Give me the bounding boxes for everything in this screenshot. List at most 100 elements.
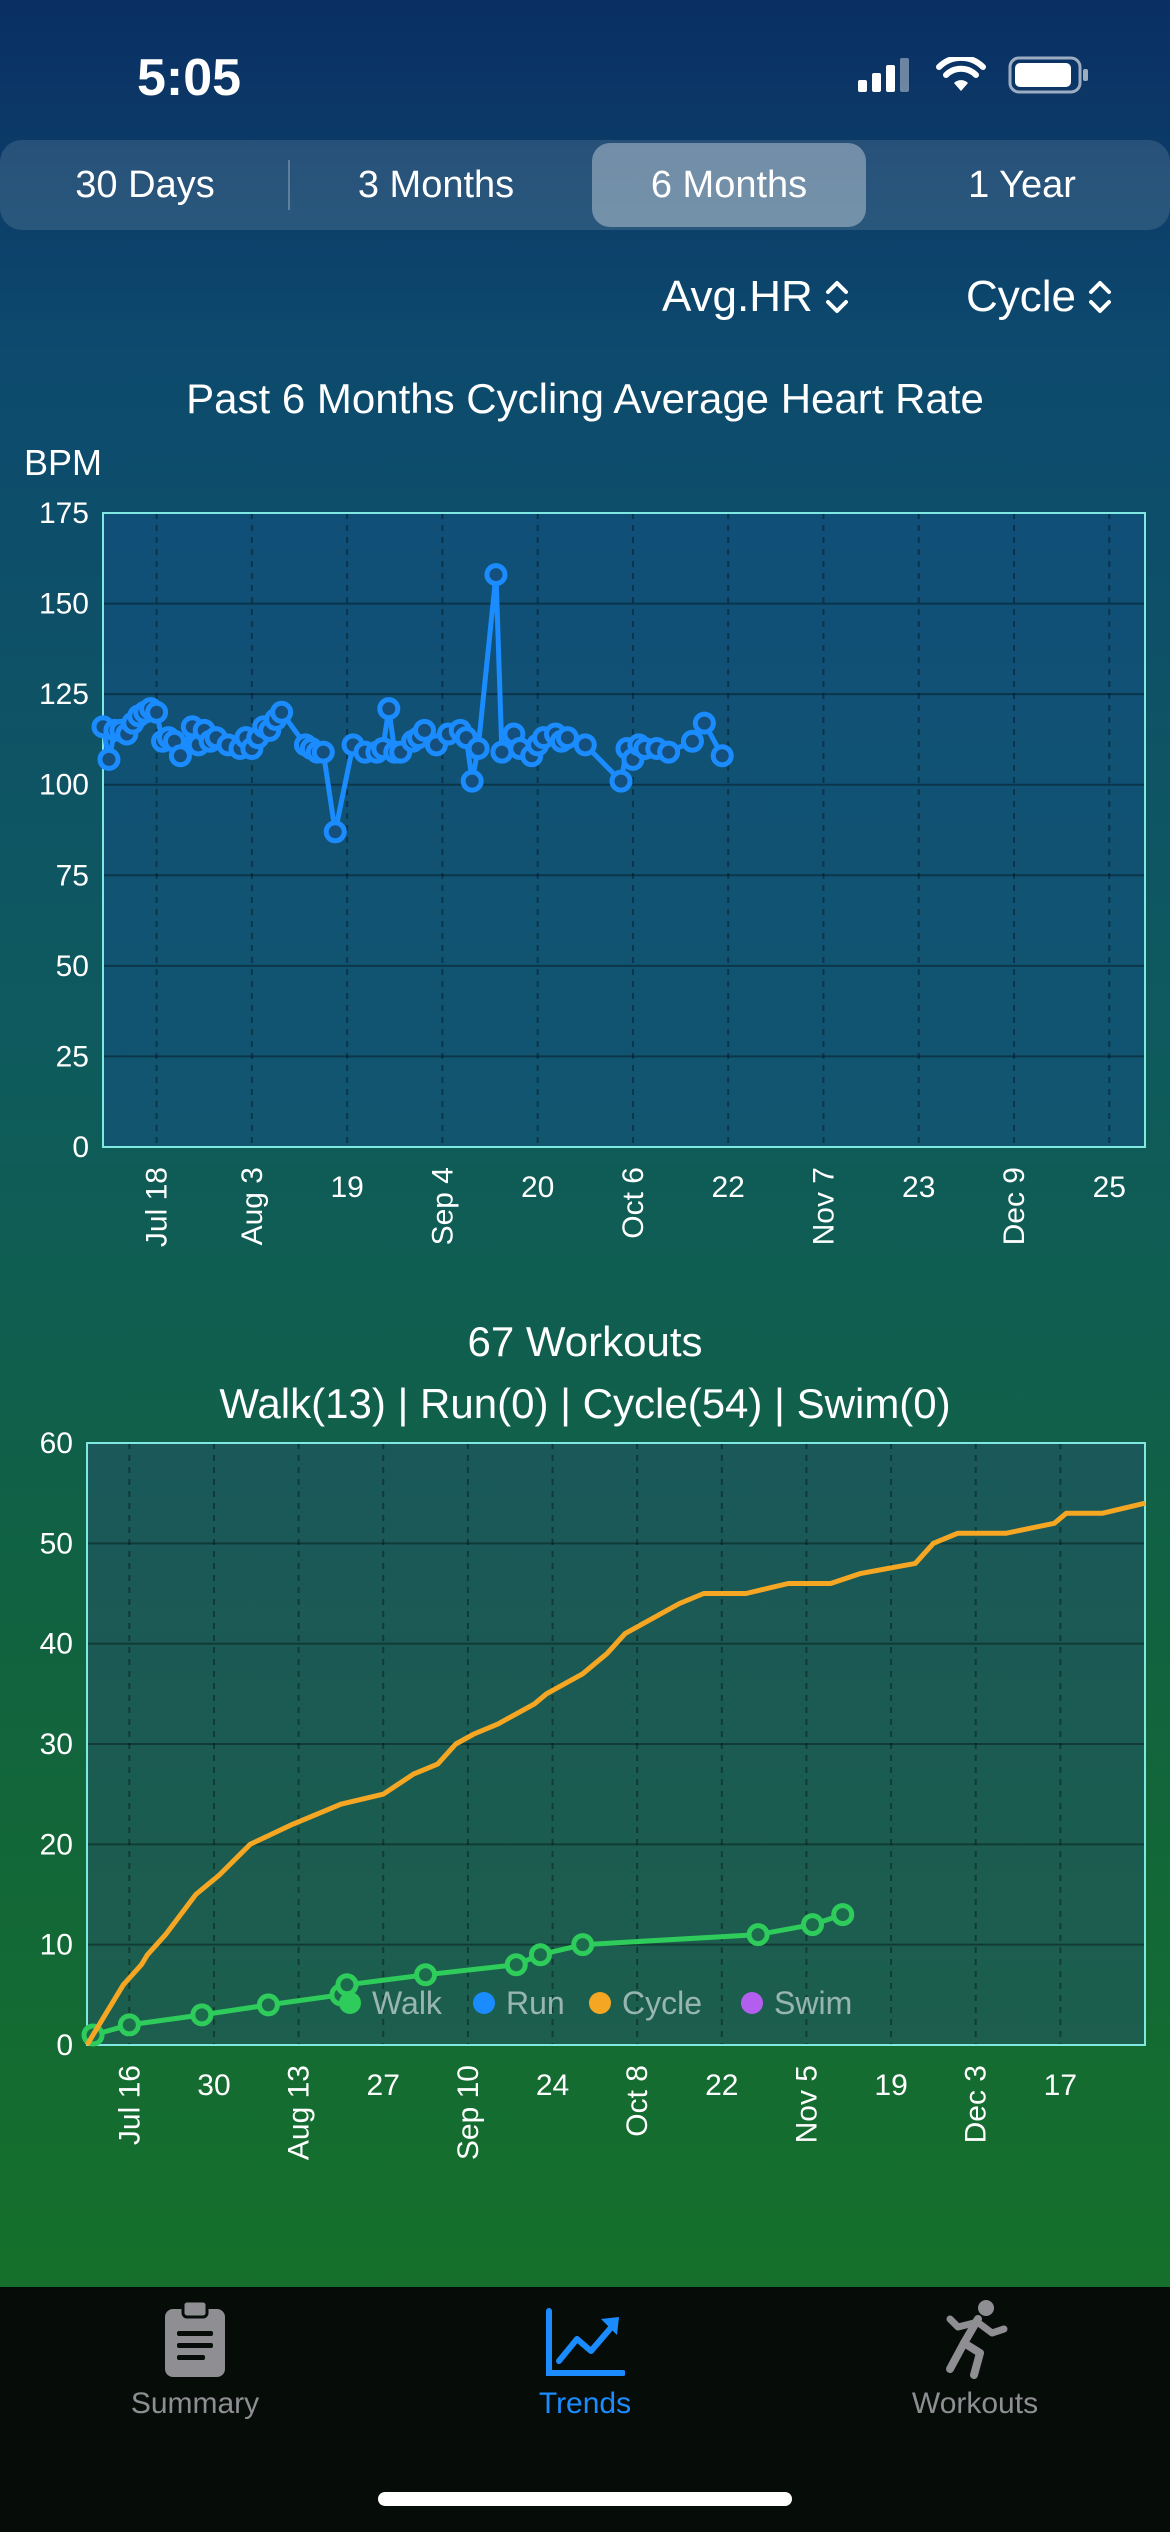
heart-rate-chart: 0 25 50 75 100 125 150 175 Jul 18 Aug 3 19 Sep 4 20 O… (39, 497, 1146, 1247)
data-point (692, 711, 716, 735)
y-tick-label: 0 (72, 1131, 89, 1164)
y-tick-label: 150 (39, 588, 89, 621)
tab-summary-label: Summary (130, 2387, 260, 2420)
x-tick-label: 22 (705, 2069, 738, 2102)
clipboard-icon (165, 2299, 225, 2377)
data-point (377, 697, 401, 721)
data-point (528, 1943, 552, 1967)
tab-trends[interactable]: Trends (390, 2287, 780, 2447)
legend-swatch-swim (741, 1992, 763, 2014)
y-tick-label: 50 (56, 950, 89, 983)
y-tick-label: 0 (56, 2029, 73, 2062)
signal-icon (858, 58, 909, 92)
segment-3-months[interactable]: 3 Months (357, 164, 515, 206)
x-tick-label: Oct 8 (621, 2065, 654, 2137)
data-point (573, 733, 597, 757)
data-point (168, 744, 192, 768)
x-tick-label: Aug 13 (283, 2065, 316, 2160)
x-tick-label: 25 (1093, 1171, 1126, 1204)
data-point (710, 744, 734, 768)
legend-label-swim: Swim (774, 1985, 852, 2021)
y-tick-label: 25 (56, 1040, 89, 1073)
y-tick-label: 30 (40, 1728, 73, 1761)
legend-label-run: Run (506, 1985, 565, 2021)
data-point (256, 1993, 280, 2017)
x-tick-label: Jul 16 (113, 2065, 146, 2145)
data-point (97, 747, 121, 771)
data-point (657, 740, 681, 764)
y-tick-label: 175 (39, 497, 89, 530)
y-tick-label: 125 (39, 678, 89, 711)
data-point (117, 2013, 141, 2037)
y-tick-label: 20 (40, 1828, 73, 1861)
data-point (484, 563, 508, 587)
x-tick-label: Nov 7 (807, 1167, 840, 1245)
data-point (680, 729, 704, 753)
data-point (490, 740, 514, 764)
data-point (270, 700, 294, 724)
data-point (466, 736, 490, 760)
y-tick-label: 100 (39, 769, 89, 802)
data-point (414, 1963, 438, 1987)
data-point (555, 726, 579, 750)
activity-picker-label: Cycle (966, 272, 1077, 321)
legend-swatch-walk (339, 1992, 361, 2014)
data-point (460, 769, 484, 793)
x-tick-label: 27 (367, 2069, 400, 2102)
legend-label-walk: Walk (372, 1985, 443, 2021)
data-point (831, 1903, 855, 1927)
data-point (335, 1973, 359, 1997)
data-point (746, 1923, 770, 1947)
wifi-icon (936, 57, 986, 91)
data-point (609, 769, 633, 793)
x-tick-label: Jul 18 (141, 1167, 174, 1247)
data-point (311, 740, 335, 764)
segment-divider (288, 160, 290, 210)
data-point (413, 718, 437, 742)
trend-chart-icon (546, 2308, 625, 2376)
activity-picker[interactable]: Cycle (966, 272, 1114, 322)
plot-area (103, 513, 1145, 1147)
x-tick-label: 17 (1044, 2069, 1077, 2102)
hr-y-axis-label: BPM (24, 442, 103, 483)
x-tick-label: Sep 4 (426, 1167, 459, 1245)
workouts-cumulative-chart: 0 10 20 30 40 50 60 Jul 16 30 Aug 13 27 Sep 10 24 Oct… (40, 1427, 1146, 2160)
x-tick-label: 19 (330, 1171, 363, 1204)
x-tick-label: Aug 3 (236, 1167, 269, 1245)
y-tick-label: 50 (40, 1527, 73, 1560)
tab-summary[interactable]: Summary (0, 2287, 390, 2447)
data-point (571, 1933, 595, 1957)
y-tick-label: 75 (56, 859, 89, 892)
metric-picker[interactable]: Avg.HR (662, 272, 851, 322)
legend-swatch-run (473, 1992, 495, 2014)
metric-picker-label: Avg.HR (662, 272, 813, 321)
x-tick-label: 22 (712, 1171, 745, 1204)
tab-workouts[interactable]: Workouts (780, 2287, 1170, 2447)
workouts-chart-subtitle: Walk(13) | Run(0) | Cycle(54) | Swim(0) (219, 1380, 951, 1427)
segment-1-year[interactable]: 1 Year (968, 164, 1076, 206)
y-tick-label: 10 (40, 1929, 73, 1962)
y-tick-label: 60 (40, 1427, 73, 1460)
y-tick-label: 40 (40, 1628, 73, 1661)
status-icons (858, 56, 1090, 94)
series-line-cycle (84, 1500, 1146, 2047)
x-tick-label: 23 (902, 1171, 935, 1204)
data-point (800, 1913, 824, 1937)
battery-icon (1008, 56, 1088, 94)
segment-30-days[interactable]: 30 Days (75, 164, 215, 206)
chevron-up-down-icon (1089, 281, 1112, 313)
tab-workouts-label: Workouts (911, 2387, 1039, 2420)
segment-6-months[interactable]: 6 Months (592, 143, 866, 227)
data-point (145, 700, 169, 724)
time-range-segmented-control: 30 Days 3 Months 6 Months 1 Year (0, 140, 1170, 230)
x-tick-label: 19 (874, 2069, 907, 2102)
x-tick-label: 24 (536, 2069, 569, 2102)
tab-bar: Summary Trends Workouts (0, 2287, 1170, 2532)
home-indicator[interactable] (378, 2492, 792, 2506)
runner-icon (946, 2300, 1008, 2379)
workouts-chart-title: 67 Workouts (467, 1318, 703, 1365)
plot-border (102, 512, 1146, 1148)
data-point (504, 1953, 528, 1977)
data-point (323, 820, 347, 844)
data-point (190, 2003, 214, 2027)
